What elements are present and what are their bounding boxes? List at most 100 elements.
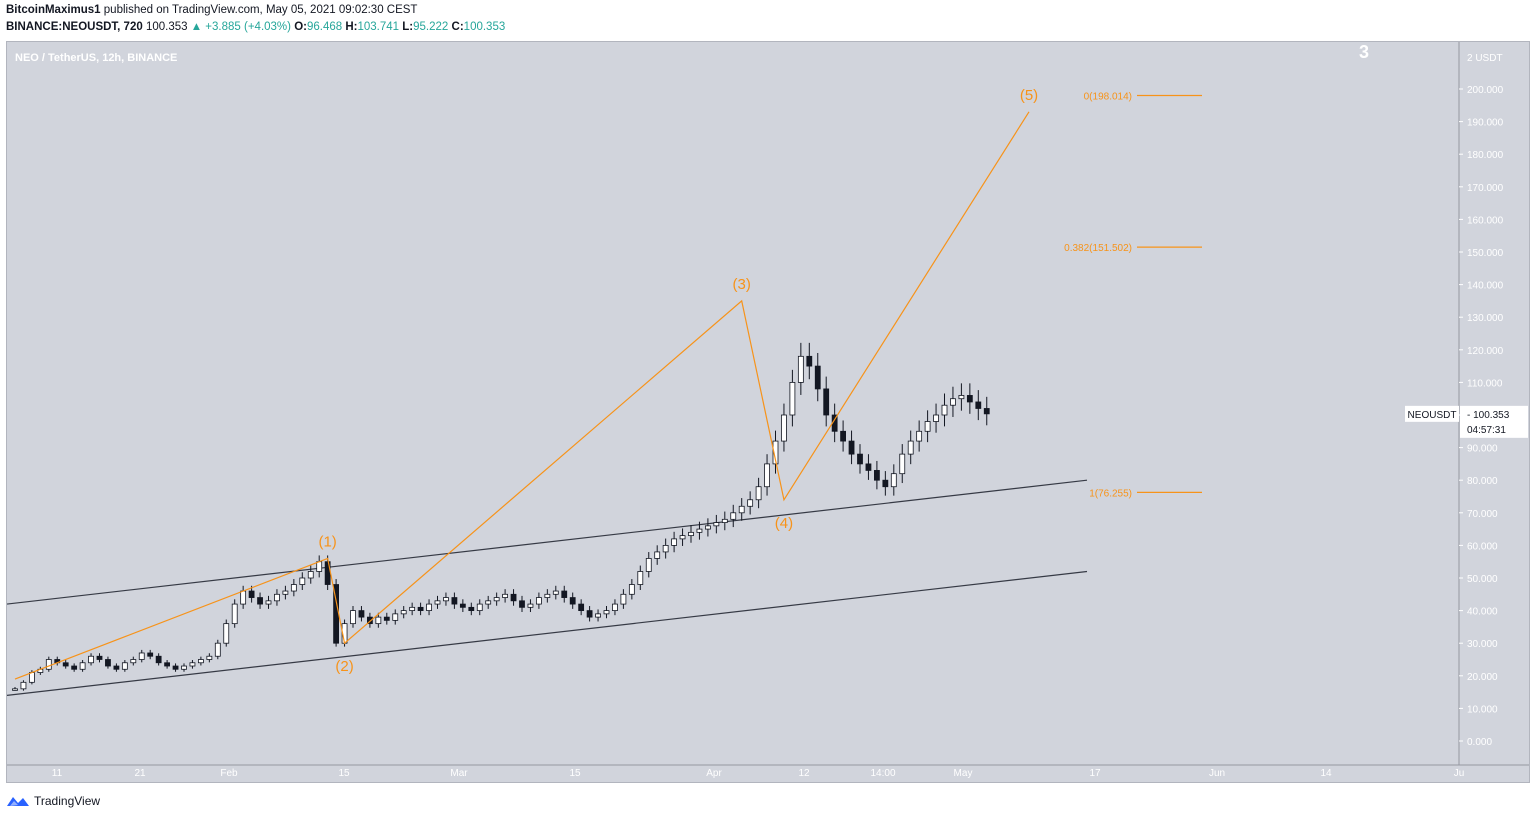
candle — [544, 593, 551, 598]
x-tick-label: 14 — [1320, 768, 1332, 779]
y-tick-label: 60.000 — [1467, 541, 1498, 552]
candle — [71, 665, 78, 670]
fib-level-label: 1(76.255) — [1089, 488, 1132, 499]
price-change: ▲ +3.885 (+4.03%) — [190, 21, 291, 33]
candle — [612, 603, 618, 612]
candle — [764, 463, 770, 488]
y-tick-label: 160.000 — [1467, 215, 1504, 226]
candle — [789, 381, 796, 416]
candle — [654, 551, 661, 559]
symbol-badge-label: NEOUSDT — [1408, 410, 1457, 421]
candle — [197, 659, 204, 664]
y-tick-label: 90.000 — [1467, 444, 1498, 455]
close-label: C: — [451, 21, 464, 33]
candle — [781, 414, 787, 442]
x-tick-label: 11 — [52, 768, 63, 779]
candle — [848, 440, 855, 455]
candle — [865, 463, 872, 471]
candle — [899, 453, 906, 475]
channel-line-lower — [7, 570, 1088, 696]
candle — [28, 672, 35, 683]
candle — [603, 610, 610, 615]
open-label: O: — [294, 21, 307, 33]
price-chart[interactable]: NEO / TetherUS, 12h, BINANCE 30.00010.000… — [7, 42, 1529, 782]
candle — [924, 421, 931, 432]
candle — [916, 430, 923, 442]
candle — [307, 571, 314, 579]
publish-header: BitcoinMaximus1 published on TradingView… — [6, 4, 417, 16]
high-label: H: — [345, 21, 358, 33]
candle — [637, 571, 644, 585]
wave-label: (1) — [318, 533, 336, 550]
y-tick-label: 0.000 — [1467, 737, 1492, 748]
candle — [966, 395, 973, 403]
candle — [620, 593, 627, 605]
candle — [282, 590, 289, 595]
tradingview-brand[interactable]: TradingView — [34, 794, 101, 808]
candle — [88, 655, 94, 664]
high-value: 103.741 — [357, 21, 400, 33]
candle — [950, 398, 956, 406]
candle — [713, 522, 720, 527]
candle — [502, 593, 509, 598]
y-tick-label: 70.000 — [1467, 509, 1498, 520]
y-tick-label: 140.000 — [1467, 281, 1504, 292]
y-tick-label: 40.000 — [1467, 607, 1498, 618]
chart-background — [7, 42, 1529, 782]
symbol-badge — [1405, 405, 1459, 422]
x-tick-label: 21 — [134, 768, 146, 779]
candle — [181, 665, 187, 670]
author-name[interactable]: BitcoinMaximus1 — [6, 4, 101, 16]
candle — [823, 388, 830, 416]
x-tick-label: Mar — [450, 768, 468, 779]
x-tick-label: 14:00 — [870, 768, 895, 779]
elliott-wave-line — [14, 111, 1030, 680]
wave-label: (3) — [733, 276, 751, 293]
wave-label: (4) — [775, 515, 793, 532]
y-tick-label: 130.000 — [1467, 313, 1504, 324]
y-tick-label: 50.000 — [1467, 574, 1498, 585]
candle — [797, 355, 804, 383]
candle — [130, 659, 137, 664]
x-tick-label: Ju — [1454, 768, 1465, 779]
chart-panel[interactable]: NEO / TetherUS, 12h, BINANCE 3 0.000 10.000… — [6, 41, 1530, 783]
candle — [417, 606, 424, 612]
candle — [214, 642, 221, 657]
candle — [274, 593, 280, 602]
candle — [561, 590, 568, 598]
candle — [434, 600, 441, 605]
candle — [350, 610, 356, 625]
wave-label: (2) — [335, 658, 353, 675]
candle — [983, 408, 990, 415]
candle — [164, 662, 171, 667]
symbol-info-line: BINANCE:NEOUSDT, 720 100.353 ▲ +3.885 (+… — [6, 21, 505, 33]
candle — [510, 593, 517, 602]
candle — [459, 603, 466, 608]
price-badge-value: - 100.353 — [1467, 410, 1510, 421]
y-tick-label: 110.000 — [1467, 378, 1503, 389]
candle — [206, 655, 213, 660]
candle — [933, 414, 939, 422]
candle — [527, 603, 534, 608]
y-tick-label: 180.000 — [1467, 150, 1504, 161]
candle — [679, 535, 686, 540]
candle — [316, 561, 323, 572]
candle — [443, 597, 449, 602]
candle — [890, 473, 897, 488]
candle — [772, 440, 779, 465]
candle — [189, 662, 196, 667]
last-price: 100.353 — [145, 21, 188, 33]
candle — [814, 365, 821, 390]
low-label: L: — [402, 21, 414, 33]
candle — [358, 610, 365, 618]
symbol-name: BINANCE:NEOUSDT, 720 — [6, 21, 143, 33]
candle — [20, 681, 27, 690]
close-value: 100.353 — [463, 21, 506, 33]
tradingview-logo-icon — [7, 797, 29, 806]
wave-label: (5) — [1020, 87, 1038, 104]
candle — [96, 655, 103, 660]
candle — [738, 505, 745, 514]
candle — [223, 623, 230, 644]
candle — [451, 597, 458, 605]
x-tick-label: 17 — [1089, 768, 1101, 779]
